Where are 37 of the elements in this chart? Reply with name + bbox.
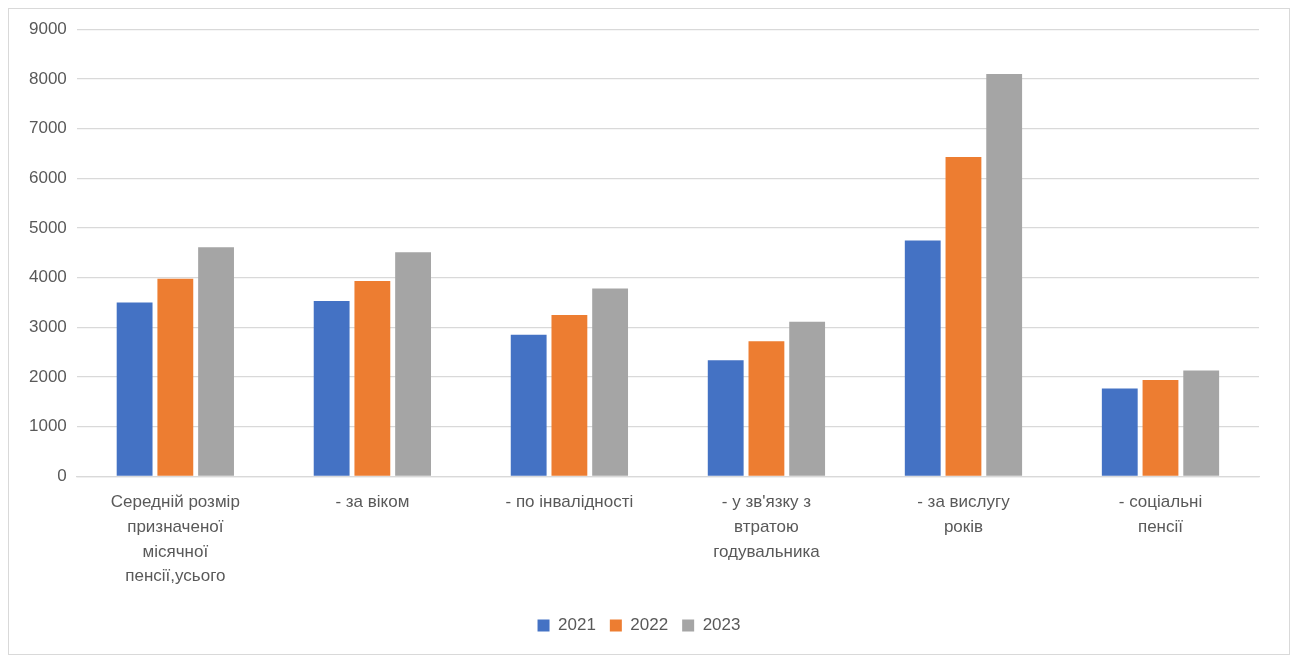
x-tick-label: Середній розмір призначеної місячної пенсії,усього	[110, 492, 240, 586]
y-tick-label: 2000	[28, 366, 67, 386]
bar	[198, 247, 234, 476]
y-tick-label: 3000	[28, 317, 67, 337]
bar	[707, 360, 744, 476]
bar	[945, 156, 982, 476]
bar	[904, 240, 941, 476]
bar	[551, 314, 588, 476]
bar	[116, 302, 153, 476]
y-tick-label: 5000	[28, 217, 67, 237]
y-tick-label: 9000	[28, 18, 67, 38]
x-tick-label: - соціальні пенсії	[1118, 492, 1203, 537]
bar	[986, 73, 1023, 476]
x-tick-label: - за вислугу років	[917, 492, 1011, 537]
bar	[1183, 370, 1220, 476]
x-tick-label: - у зв'язку з втратою годувальника	[713, 492, 821, 561]
y-tick-label: 6000	[28, 167, 67, 187]
bar	[748, 341, 785, 476]
bar	[395, 252, 431, 476]
y-tick-label: 4000	[28, 267, 67, 287]
bar	[313, 301, 350, 476]
bar	[354, 281, 391, 476]
bar	[1142, 380, 1179, 476]
bar	[789, 321, 826, 476]
legend-label: 2023	[702, 615, 741, 635]
y-tick-label: 8000	[28, 68, 67, 88]
x-tick-label: - за віком	[335, 492, 410, 512]
y-tick-label: 7000	[28, 118, 67, 138]
bar	[157, 278, 194, 476]
legend-label: 2021	[558, 615, 596, 635]
y-tick-label: 0	[57, 466, 67, 486]
bar	[1101, 388, 1138, 476]
y-tick-label: 1000	[28, 416, 67, 436]
bar	[510, 334, 547, 476]
bar	[592, 288, 629, 476]
x-tick-label: - по інвалідності	[505, 492, 634, 512]
legend-label: 2022	[630, 615, 669, 635]
